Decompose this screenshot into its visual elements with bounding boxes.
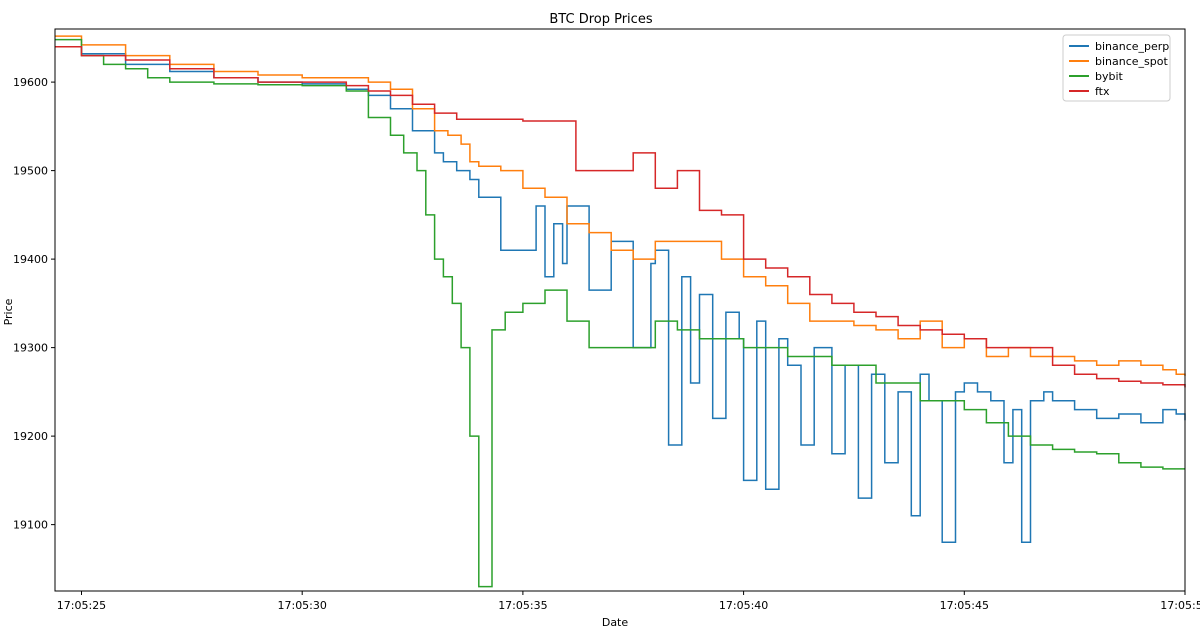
chart-title: BTC Drop Prices [549,12,652,27]
y-tick-label: 19500 [13,165,48,178]
y-tick-label: 19600 [13,76,48,89]
legend-label: binance_perp [1095,40,1169,53]
x-axis: 17:05:25 17:05:30 17:05:35 17:05:40 17:05:45… [57,591,1200,612]
series-line-binance-perp [55,45,1186,544]
plot-area [55,35,1186,588]
series-line-ftx [55,45,1186,388]
legend-label: binance_spot [1095,55,1168,68]
y-tick-label: 19100 [13,519,48,532]
series-line-bybit [55,38,1185,588]
x-tick-label: 17:05:35 [498,599,547,612]
legend-label: ftx [1095,85,1110,98]
y-tick-label: 19300 [13,342,48,355]
legend-box [1062,34,1171,102]
x-tick-label: 17:05:45 [940,599,989,612]
x-tick-label: 17:05:25 [57,599,106,612]
x-tick-label: 17:05:30 [277,599,326,612]
y-axis: 19100 19200 19300 19400 19500 19600 [13,76,55,532]
y-axis-label: Price [2,298,15,325]
series-line-binance-spot [55,35,1186,376]
x-tick-label: 17:05:50 [1160,599,1200,612]
x-axis-label: Date [602,616,629,629]
x-tick-label: 17:05:40 [719,599,768,612]
y-tick-label: 19400 [13,253,48,266]
legend-label: bybit [1095,70,1124,83]
plot-frame [54,28,1186,592]
y-tick-label: 19200 [13,430,48,443]
